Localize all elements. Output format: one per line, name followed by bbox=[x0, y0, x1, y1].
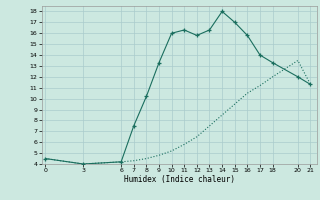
X-axis label: Humidex (Indice chaleur): Humidex (Indice chaleur) bbox=[124, 175, 235, 184]
